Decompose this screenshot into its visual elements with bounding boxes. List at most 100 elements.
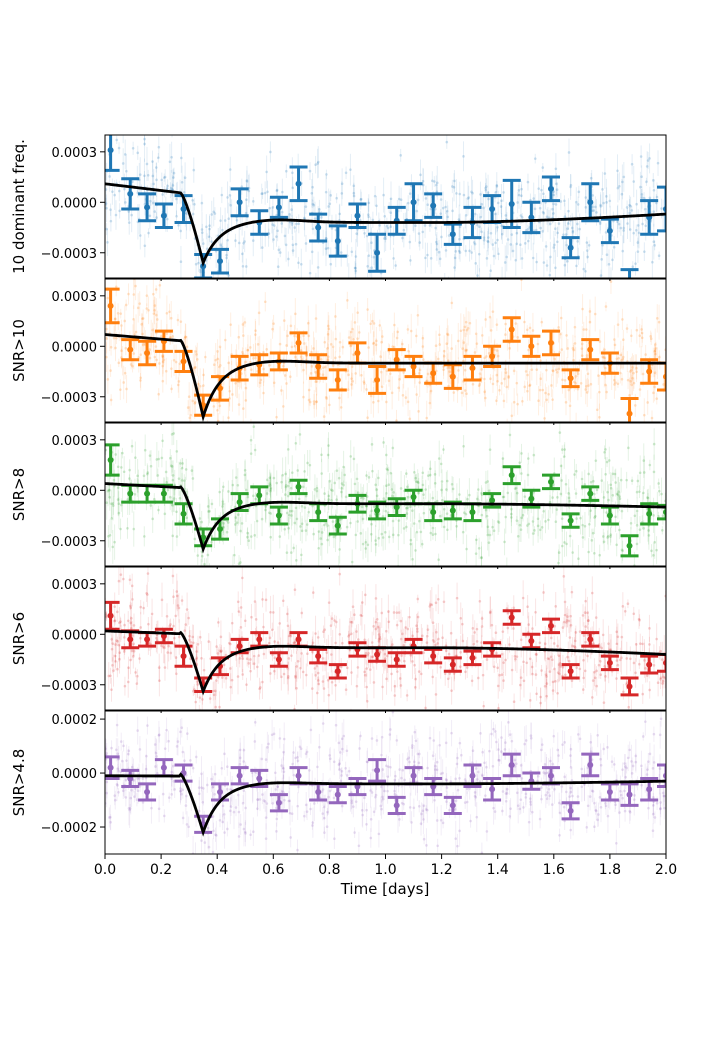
raw-point (324, 522, 328, 525)
binned-point (522, 334, 541, 358)
raw-point (628, 394, 631, 397)
raw-point (654, 352, 657, 356)
raw-point (429, 531, 433, 535)
raw-point (538, 528, 542, 532)
raw-point (126, 680, 130, 684)
raw-point (185, 345, 189, 349)
raw-point (408, 192, 412, 195)
raw-point (485, 355, 488, 358)
raw-point (391, 533, 395, 537)
raw-point (588, 320, 592, 324)
raw-point (552, 193, 556, 197)
raw-point (314, 317, 318, 320)
raw-point (210, 213, 214, 216)
raw-point (275, 189, 279, 193)
raw-point (442, 525, 446, 529)
raw-point (528, 384, 531, 388)
raw-point (616, 323, 620, 326)
raw-point (565, 542, 568, 546)
raw-point (172, 499, 176, 503)
raw-point (386, 226, 390, 230)
raw-point (581, 688, 585, 691)
raw-point (249, 438, 253, 442)
raw-point (120, 503, 123, 507)
raw-point (354, 266, 357, 270)
raw-point (480, 493, 484, 496)
raw-point (602, 496, 606, 499)
raw-point (308, 271, 312, 275)
raw-point (234, 516, 238, 519)
raw-point (554, 368, 558, 372)
raw-point (235, 219, 239, 222)
binned-marker (587, 490, 594, 497)
raw-point (275, 415, 278, 419)
raw-point (160, 456, 164, 460)
binned-point (502, 465, 521, 486)
raw-point (138, 302, 141, 305)
raw-point (537, 187, 540, 190)
raw-point (202, 437, 205, 440)
binned-marker (646, 368, 653, 375)
raw-point (146, 471, 150, 474)
raw-point (620, 656, 623, 660)
raw-point (421, 183, 425, 187)
raw-point (655, 317, 659, 320)
raw-point (172, 497, 176, 500)
raw-point (202, 587, 205, 590)
raw-point (573, 473, 576, 476)
raw-point (352, 457, 356, 461)
raw-point (291, 186, 295, 190)
raw-point (145, 592, 148, 595)
raw-point (175, 214, 178, 218)
raw-point (111, 502, 115, 505)
raw-point (286, 494, 290, 498)
raw-point (515, 491, 519, 495)
raw-point (200, 228, 204, 231)
raw-point (505, 255, 509, 259)
raw-point (285, 551, 289, 554)
raw-point (555, 182, 558, 186)
raw-point (249, 346, 252, 349)
raw-point (632, 371, 635, 375)
raw-point (575, 264, 578, 268)
raw-point (603, 450, 606, 454)
binned-marker (528, 495, 535, 502)
raw-point (526, 389, 529, 393)
raw-point (446, 359, 450, 363)
raw-point (153, 308, 156, 312)
raw-point (521, 513, 525, 517)
raw-point (585, 241, 589, 244)
raw-point (661, 529, 664, 532)
raw-point (440, 235, 443, 239)
raw-point (154, 345, 158, 348)
raw-point (426, 372, 430, 376)
raw-point (556, 671, 560, 674)
raw-point (205, 225, 208, 229)
raw-point (171, 188, 174, 191)
raw-point (425, 416, 429, 420)
raw-point (132, 527, 136, 531)
raw-point (177, 477, 181, 480)
raw-point (199, 270, 202, 274)
raw-point (496, 238, 499, 242)
raw-point (116, 311, 120, 315)
raw-point (170, 464, 173, 467)
raw-point (105, 202, 108, 205)
raw-point (145, 294, 149, 297)
raw-point (457, 369, 460, 372)
raw-point (477, 546, 481, 550)
raw-point (414, 476, 418, 480)
raw-point (161, 354, 164, 358)
raw-point (376, 625, 380, 629)
raw-point (329, 343, 333, 346)
raw-point (605, 195, 608, 198)
raw-point (362, 497, 365, 500)
raw-point (545, 368, 548, 372)
raw-point (608, 199, 612, 203)
raw-point (153, 304, 157, 307)
raw-point (541, 388, 545, 392)
raw-point (569, 614, 572, 618)
raw-point (579, 516, 582, 520)
raw-point (593, 516, 596, 519)
raw-point (225, 256, 228, 260)
